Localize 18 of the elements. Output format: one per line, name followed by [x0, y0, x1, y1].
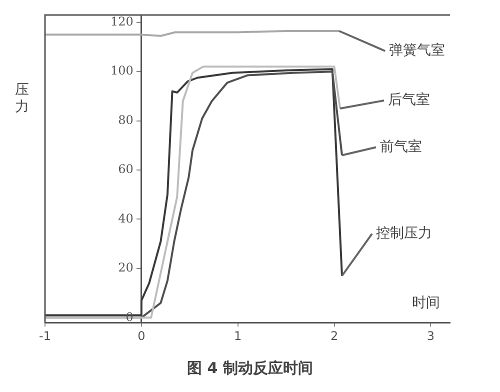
- y-tick-label: 80: [118, 112, 134, 127]
- text: 弹簧气室: [389, 42, 446, 59]
- text: 前气室: [380, 138, 422, 155]
- x-axis-title: 时间: [412, 295, 440, 312]
- y-tick-label: 20: [118, 260, 134, 275]
- x-tick-label: 0: [138, 328, 146, 343]
- y-tick-label: 120: [110, 14, 134, 29]
- y-tick-label: 60: [118, 162, 134, 176]
- y-tick-label: 40: [118, 211, 134, 226]
- text: 图 4 制动反应时间: [186, 359, 314, 378]
- text: 控制压力: [376, 225, 432, 242]
- y-axis-title: 压力: [15, 82, 29, 115]
- text: 后气室: [388, 92, 430, 108]
- x-tick-label: -1: [39, 328, 51, 343]
- y-tick-label: 100: [110, 64, 134, 78]
- x-tick-label: 2: [330, 328, 338, 343]
- x-tick-label: 1: [234, 328, 242, 343]
- x-tick-label: 3: [426, 328, 435, 343]
